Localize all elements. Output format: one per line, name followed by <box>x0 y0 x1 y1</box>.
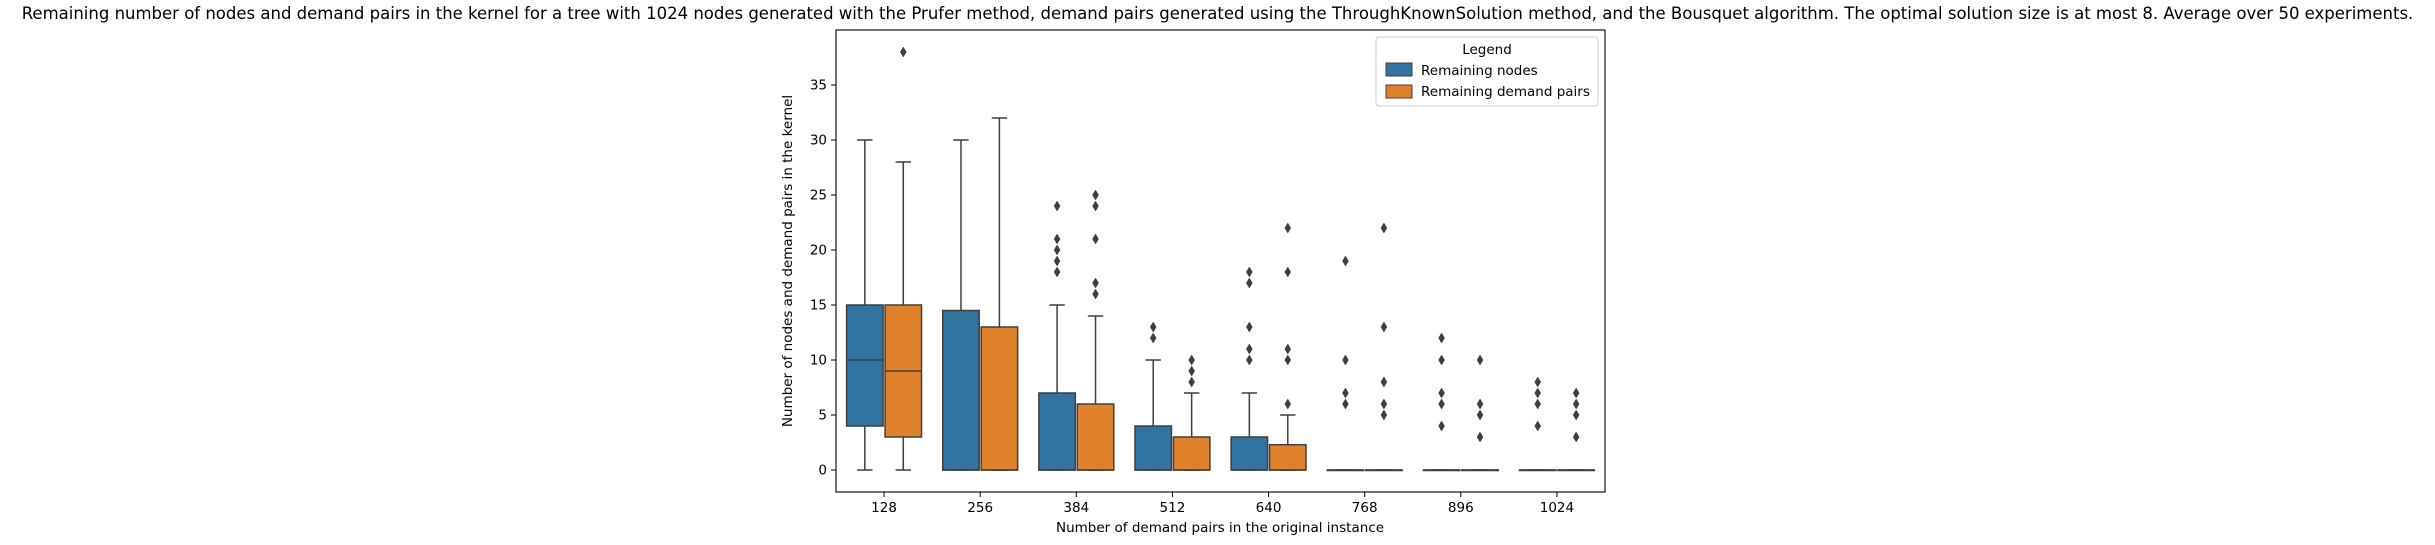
outlier-point <box>1284 343 1292 355</box>
legend-label-nodes: Remaining nodes <box>1421 63 1538 79</box>
outlier-point <box>1380 409 1388 421</box>
outlier-point <box>1053 266 1061 278</box>
outlier-point <box>1476 354 1484 366</box>
y-tick-label: 10 <box>810 353 827 369</box>
outlier-point <box>1534 376 1542 388</box>
outlier-point <box>1284 266 1292 278</box>
outlier-point <box>1572 409 1580 421</box>
plot-frame <box>835 29 1606 493</box>
outlier-point <box>1476 398 1484 410</box>
outlier-point <box>1284 222 1292 234</box>
outlier-point <box>1342 354 1349 366</box>
outlier-point <box>1342 398 1349 410</box>
outlier-point <box>1246 343 1253 355</box>
legend-title: Legend <box>1462 42 1512 58</box>
outlier-point <box>1438 332 1445 344</box>
outlier-point <box>1476 431 1484 443</box>
y-tick-label: 35 <box>810 78 827 94</box>
box <box>980 326 1019 471</box>
outlier-point <box>1092 288 1099 300</box>
y-tick-label: 20 <box>810 243 827 259</box>
outlier-point <box>1092 189 1099 201</box>
outlier-point <box>1380 321 1388 333</box>
box <box>1076 403 1115 471</box>
outlier-point <box>1092 200 1099 212</box>
legend: Legend Remaining nodes Remaining demand … <box>1375 36 1599 107</box>
box <box>1134 425 1173 471</box>
x-tick-label: 896 <box>1448 500 1474 516</box>
x-tick-label: 256 <box>967 500 993 516</box>
x-axis-label: Number of demand pairs in the original i… <box>1056 520 1384 536</box>
chart-title: Remaining number of nodes and demand pai… <box>21 4 2414 23</box>
x-tick-label: 640 <box>1256 500 1282 516</box>
plot-marks <box>845 46 1596 472</box>
outlier-point <box>1188 354 1195 366</box>
outlier-point <box>1284 354 1292 366</box>
outlier-point <box>1438 354 1445 366</box>
outlier-point <box>1092 233 1099 245</box>
outlier-point <box>1534 420 1542 432</box>
outlier-point <box>1149 321 1157 333</box>
outlier-point <box>1246 321 1253 333</box>
legend-label-demand-pairs: Remaining demand pairs <box>1421 84 1590 100</box>
outlier-point <box>1342 387 1349 399</box>
outlier-point <box>1438 420 1445 432</box>
x-tick-label: 512 <box>1160 500 1186 516</box>
outlier-point <box>1092 277 1099 289</box>
outlier-point <box>1246 354 1253 366</box>
y-tick-label: 30 <box>810 133 827 149</box>
x-tick-label: 1024 <box>1540 500 1574 516</box>
x-tick-label: 384 <box>1063 500 1089 516</box>
outlier-point <box>1380 222 1388 234</box>
outlier-point <box>1188 365 1195 377</box>
outlier-point <box>1053 255 1061 267</box>
outlier-point <box>1438 398 1445 410</box>
outlier-point <box>1053 244 1061 256</box>
outlier-point <box>1572 398 1580 410</box>
box <box>1172 436 1211 471</box>
legend-swatch-demand-pairs <box>1385 84 1413 99</box>
y-tick-label: 25 <box>810 188 827 204</box>
outlier-point <box>899 46 907 58</box>
outlier-point <box>1438 387 1445 399</box>
box <box>1268 443 1307 471</box>
outlier-point <box>1534 398 1542 410</box>
y-tick-label: 5 <box>818 408 827 424</box>
box <box>1230 436 1269 471</box>
outlier-point <box>1246 266 1253 278</box>
outlier-point <box>1053 233 1061 245</box>
box <box>845 304 884 427</box>
outlier-point <box>1380 398 1388 410</box>
outlier-point <box>1149 332 1157 344</box>
outlier-point <box>1380 376 1388 388</box>
outlier-point <box>1572 431 1580 443</box>
outlier-point <box>1342 255 1349 267</box>
x-tick-label: 768 <box>1352 500 1378 516</box>
outlier-point <box>1572 387 1580 399</box>
y-tick-label: 0 <box>818 463 827 479</box>
legend-frame <box>1375 36 1599 107</box>
outlier-point <box>1246 277 1253 289</box>
box <box>941 309 980 471</box>
outlier-point <box>1053 200 1061 212</box>
legend-swatch-nodes <box>1385 62 1413 77</box>
x-tick-label: 128 <box>871 500 897 516</box>
outlier-point <box>1476 409 1484 421</box>
outlier-point <box>1534 387 1542 399</box>
y-axis-label: Number of nodes and demand pairs in the … <box>780 95 796 427</box>
box <box>1038 392 1077 471</box>
outlier-point <box>1284 398 1292 410</box>
axes: 0 5 10 15 20 25 30 35 128 256 384 512 640 768 896 1024 <box>810 78 1574 517</box>
outlier-point <box>1188 376 1195 388</box>
y-tick-label: 15 <box>810 298 827 314</box>
